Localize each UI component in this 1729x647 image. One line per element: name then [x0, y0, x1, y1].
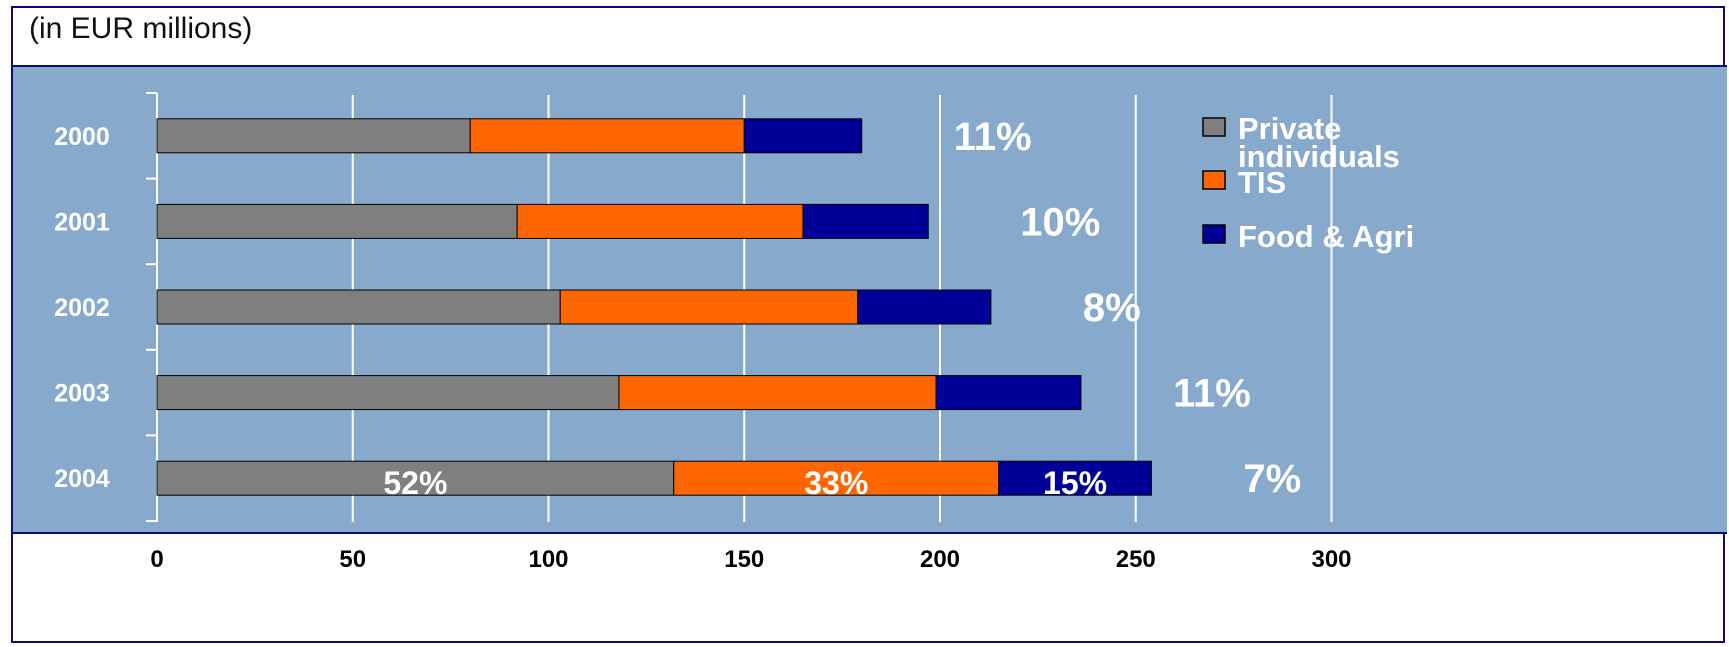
category-label: 2003	[54, 380, 110, 408]
legend-swatch	[1202, 224, 1226, 244]
bar-2000-tis	[469, 118, 745, 154]
bar-2003-private-individuals	[156, 375, 620, 411]
category-label: 2001	[54, 208, 110, 236]
bar-2004-food-agri	[998, 460, 1152, 496]
bar-2002-food-agri	[857, 289, 992, 325]
bar-2004-private-individuals	[156, 460, 675, 496]
bar-2002-private-individuals	[156, 289, 561, 325]
x-tick-label: 50	[339, 546, 366, 573]
bar-2001-food-agri	[802, 203, 929, 239]
legend-swatch	[1202, 170, 1226, 190]
bar-2004-tis	[673, 460, 1000, 496]
x-tick-label: 250	[1116, 546, 1156, 573]
bar-2003-tis	[618, 375, 937, 411]
bar-2003-food-agri	[935, 375, 1082, 411]
bar-2000-private-individuals	[156, 118, 471, 154]
row-percent-label: 7%	[1243, 457, 1301, 501]
category-label: 2002	[54, 294, 110, 322]
x-tick-label: 300	[1311, 546, 1351, 573]
x-tick-label: 100	[528, 546, 568, 573]
bar-2000-food-agri	[743, 118, 863, 154]
x-tick-label: 0	[150, 546, 163, 573]
row-percent-label: 11%	[1173, 372, 1251, 416]
segment-percent-label: 52%	[383, 465, 447, 501]
bars	[156, 118, 1152, 496]
x-tick-label: 200	[920, 546, 960, 573]
bar-2001-tis	[516, 203, 804, 239]
category-label: 2000	[54, 123, 110, 151]
bar-2002-tis	[559, 289, 859, 325]
row-percent-label: 11%	[954, 115, 1032, 159]
row-percent-label: 10%	[1020, 200, 1100, 244]
x-tick-label: 150	[724, 546, 764, 573]
row-percent-label: 8%	[1083, 286, 1141, 330]
bar-2001-private-individuals	[156, 203, 518, 239]
legend-label: TIS	[1238, 165, 1286, 200]
segment-percent-label: 15%	[1043, 465, 1107, 501]
legend-label: Private	[1238, 111, 1341, 146]
category-label: 2004	[54, 465, 110, 493]
legend-swatch	[1202, 117, 1226, 137]
segment-percent-label: 33%	[804, 465, 868, 501]
legend-label-line2: individuals	[1238, 139, 1400, 174]
x-axis-ticks: 0 50 100 150 200 250 300	[150, 546, 1351, 573]
legend-label: Food & Agri	[1238, 219, 1414, 254]
unit-note: (in EUR millions)	[29, 12, 253, 45]
bar-labels: 2000 11% 2001 10% 2002 8% 2003 11% 2004 7% 52% 33% 1…	[54, 115, 1301, 501]
